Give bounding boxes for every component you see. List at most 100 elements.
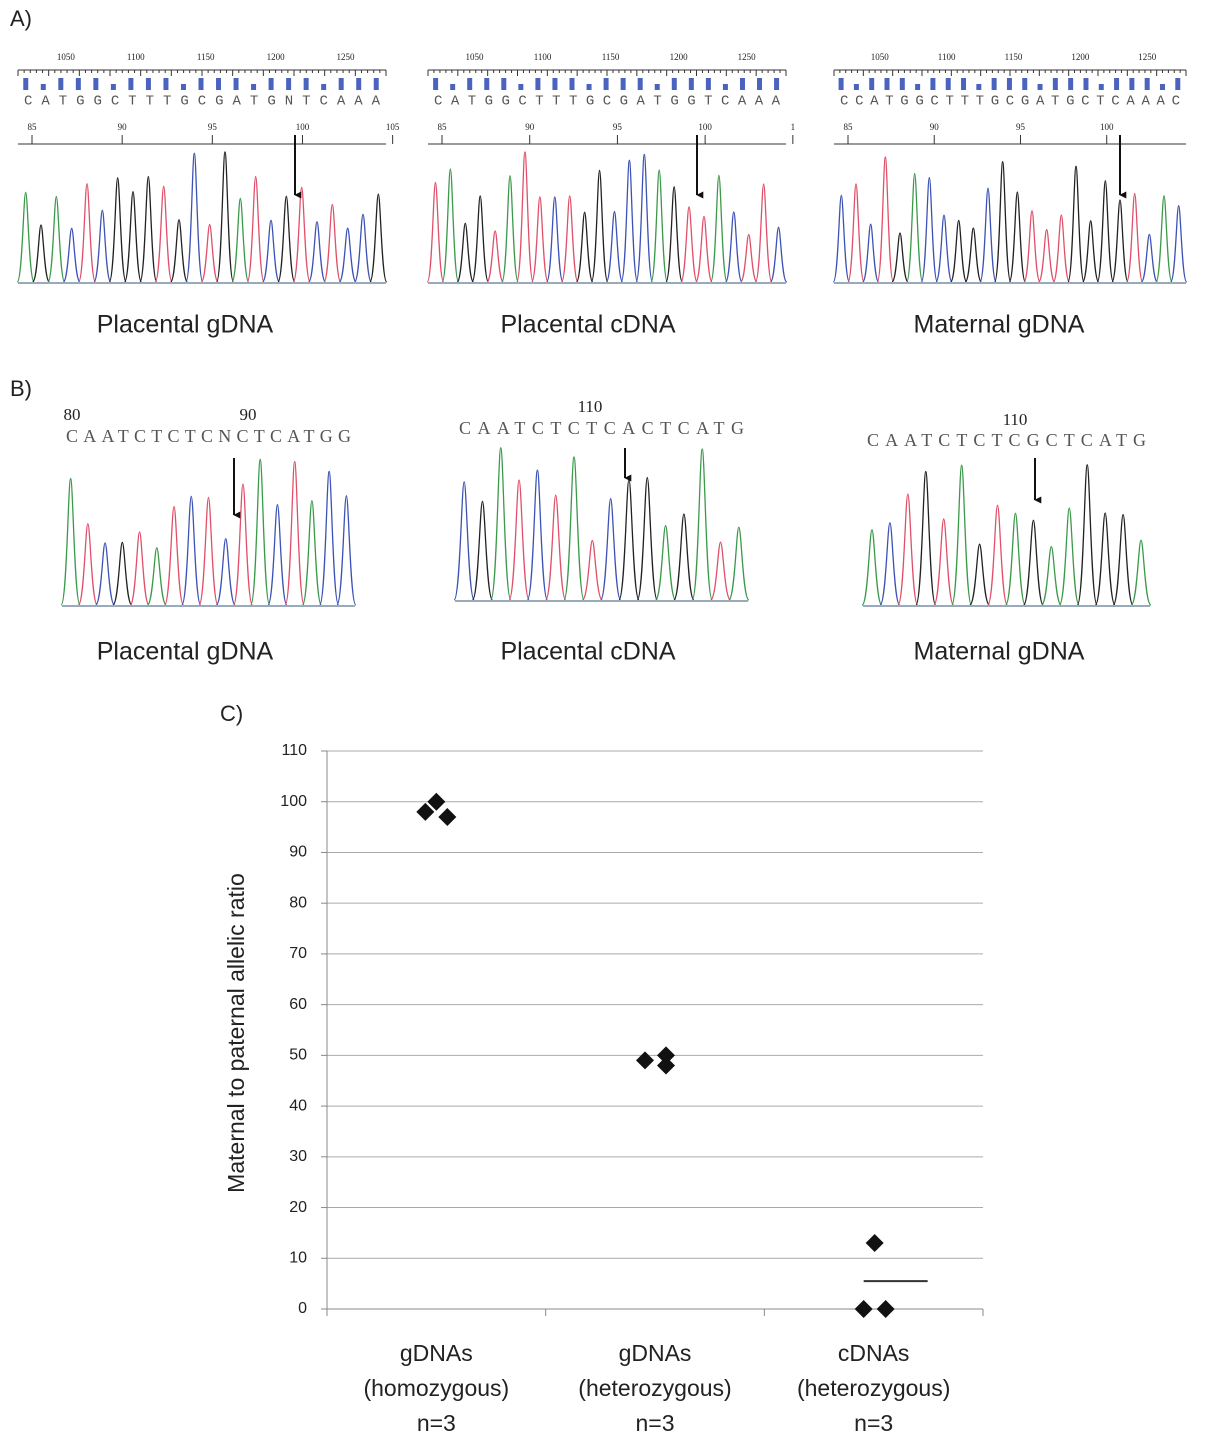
- quality-bar: [1099, 84, 1104, 90]
- peak: [936, 215, 952, 282]
- peak: [427, 183, 443, 282]
- point: [866, 1234, 884, 1252]
- y-axis-label: Maternal to paternal allelic ratio: [223, 873, 249, 1193]
- quality-bar: [689, 78, 694, 90]
- quality-bar: [1053, 78, 1058, 90]
- position-label: 110: [578, 397, 603, 416]
- peak: [509, 480, 529, 600]
- quality-bar: [1007, 78, 1012, 90]
- peak: [125, 192, 142, 282]
- peak: [656, 526, 676, 600]
- quality-bar: [234, 78, 239, 90]
- quality-bar: [93, 78, 98, 90]
- quality-bar: [321, 84, 326, 90]
- peak: [729, 527, 749, 600]
- quality-bar: [181, 84, 186, 90]
- peak: [79, 184, 96, 282]
- peak: [63, 228, 80, 282]
- peak: [934, 519, 954, 605]
- peak: [113, 542, 132, 605]
- y-tick-label: 40: [289, 1097, 307, 1114]
- quality-bar: [723, 84, 728, 90]
- peak: [547, 197, 563, 282]
- peak: [517, 152, 533, 282]
- peak: [61, 479, 80, 605]
- x-tick-label: gDNAs: [619, 1340, 692, 1366]
- peak: [907, 174, 923, 282]
- peak: [339, 228, 356, 282]
- quality-bar: [216, 78, 221, 90]
- peak: [263, 220, 280, 282]
- y-tick-label: 80: [289, 894, 307, 911]
- peak: [1127, 193, 1143, 282]
- quality-bar: [885, 78, 890, 90]
- ruler-label: 1100: [938, 52, 956, 62]
- quality-bar: [356, 78, 361, 90]
- peak: [217, 152, 234, 282]
- x-tick-label: n=3: [635, 1410, 674, 1436]
- peak: [278, 196, 295, 282]
- peak: [140, 177, 157, 282]
- point: [438, 808, 456, 826]
- caption: Maternal gDNA: [914, 311, 1085, 339]
- peak: [681, 207, 697, 282]
- quality-bar: [604, 78, 609, 90]
- peak: [48, 196, 65, 282]
- peak: [337, 496, 356, 605]
- peak: [755, 184, 771, 282]
- ruler-label: 1100: [127, 52, 145, 62]
- peak: [232, 199, 249, 282]
- sequence: CCATGGCTTTGCGATGCTCAAAC: [840, 94, 1180, 110]
- position-label: 90: [118, 122, 128, 132]
- position-label: 85: [844, 122, 854, 132]
- peak: [1053, 215, 1069, 282]
- quality-bar: [1022, 78, 1027, 90]
- peak: [1113, 514, 1133, 605]
- peak: [155, 186, 172, 282]
- quality-bar: [672, 78, 677, 90]
- peak: [491, 448, 511, 600]
- y-tick-label: 30: [289, 1148, 307, 1165]
- peak: [1041, 547, 1061, 605]
- quality-bar: [535, 78, 540, 90]
- peak: [619, 479, 639, 600]
- position-label: 80: [64, 405, 81, 424]
- peak: [1097, 181, 1113, 282]
- peak: [130, 532, 149, 605]
- quality-bar: [484, 78, 489, 90]
- y-tick-label: 70: [289, 945, 307, 962]
- position-label: 110: [1003, 410, 1028, 429]
- quality-bar: [1068, 78, 1073, 90]
- panel-label: B): [10, 376, 32, 401]
- peak: [201, 225, 218, 282]
- quality-bar: [1175, 78, 1180, 90]
- peak: [527, 470, 547, 600]
- peak: [833, 195, 849, 282]
- peak: [324, 204, 341, 282]
- ruler-label: 1100: [534, 52, 552, 62]
- peak: [995, 162, 1011, 282]
- peak: [147, 548, 166, 605]
- position-label: 100: [296, 122, 310, 132]
- sequence: CATGGCTTTGCGATGNTCAAA: [24, 94, 381, 110]
- peak: [17, 192, 34, 282]
- peak: [94, 210, 111, 282]
- peak: [251, 459, 270, 605]
- x-tick-label: (heterozygous): [578, 1375, 731, 1401]
- peak: [970, 544, 990, 605]
- peak: [109, 178, 126, 282]
- y-tick-label: 90: [289, 844, 307, 861]
- position-label: 95: [613, 122, 623, 132]
- sequence: CAATCTCTCNCTCATGG: [66, 426, 351, 446]
- quality-bar: [740, 78, 745, 90]
- peak: [741, 234, 757, 282]
- caption: Placental cDNA: [500, 311, 675, 339]
- quality-bar: [946, 78, 951, 90]
- ruler-label: 1150: [197, 52, 215, 62]
- peak: [980, 188, 996, 282]
- peak: [1006, 513, 1026, 605]
- peak: [472, 501, 492, 600]
- peak: [171, 220, 188, 282]
- y-tick-label: 100: [280, 793, 307, 810]
- caption: Placental gDNA: [97, 311, 274, 339]
